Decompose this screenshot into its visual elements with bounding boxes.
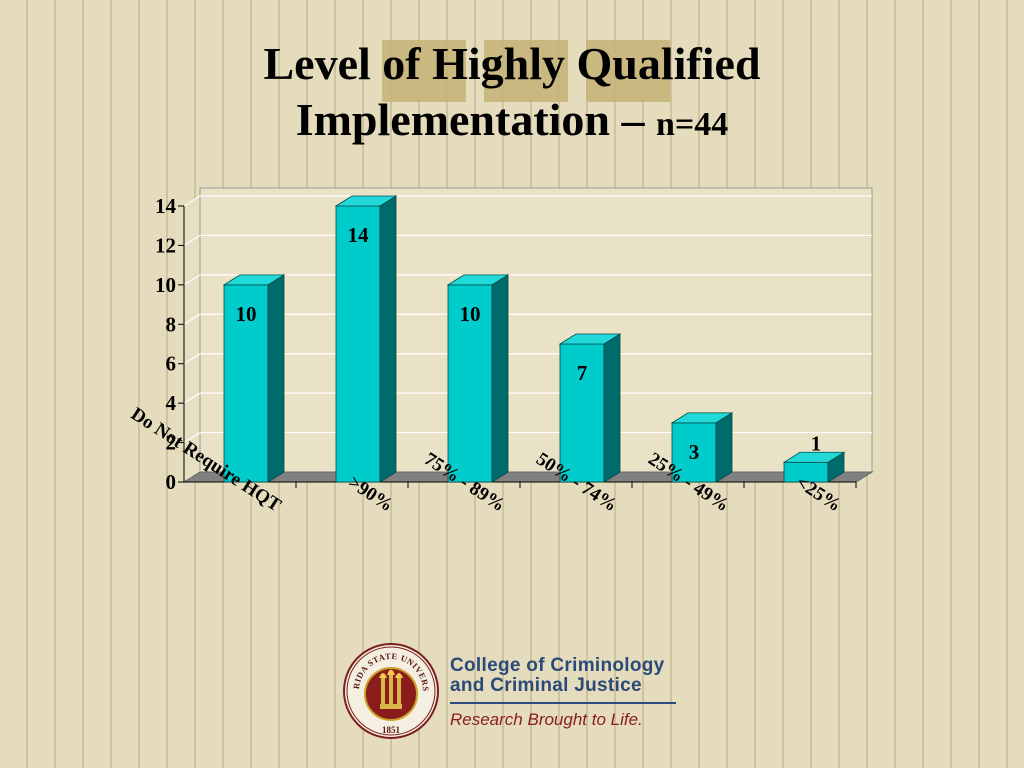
data-label: 10 (236, 302, 257, 326)
chart-floor (182, 471, 874, 483)
data-label: 14 (348, 223, 370, 247)
decorative-block (484, 40, 568, 102)
data-label: 7 (577, 361, 588, 385)
bar-top (558, 333, 622, 345)
y-tick-label: 8 (166, 312, 177, 336)
bar-side (715, 412, 733, 483)
y-tick-label: 14 (155, 194, 177, 218)
title-line2: Implementation – (295, 94, 645, 145)
data-label: 10 (460, 302, 481, 326)
bar (671, 422, 717, 483)
bar (559, 343, 605, 483)
bar (335, 205, 381, 483)
title-line1: Level of Highly Qualified (263, 38, 761, 89)
bar-side (379, 195, 397, 483)
bar-top (446, 274, 510, 286)
y-tick-label: 6 (166, 352, 177, 376)
college-tagline: Research Brought to Life. (450, 710, 643, 729)
y-tick-label: 10 (155, 273, 176, 297)
gridline-side (183, 234, 201, 246)
svg-text:1851: 1851 (382, 725, 401, 735)
y-tick-label: 0 (166, 470, 177, 494)
college-wordmark: College of Criminology and Criminal Just… (450, 656, 700, 730)
bar-side (491, 274, 509, 483)
y-tick-label: 2 (166, 431, 177, 455)
fsu-seal-logo: FLORIDA STATE UNIVERSITY 1851 (342, 642, 439, 739)
gridline-side (183, 392, 201, 404)
gridline-side (183, 353, 201, 365)
wordmark-rule (450, 702, 676, 704)
bar-side (267, 274, 285, 483)
chart-back-wall (199, 187, 873, 473)
college-name-line1: College of Criminology (450, 655, 665, 676)
bar-top (670, 412, 734, 424)
gridline-side (183, 195, 201, 207)
bar-top (782, 451, 846, 463)
y-tick-label: 12 (155, 233, 176, 257)
decorative-block (382, 40, 466, 102)
gridline-side (183, 274, 201, 286)
bar-top (334, 195, 398, 207)
gridline-side (183, 313, 201, 325)
slide-title: Level of Highly Qualified Implementation… (0, 36, 1024, 153)
data-label: 1 (811, 431, 822, 455)
title-sample-size: n=44 (656, 106, 729, 143)
decorative-block (586, 40, 670, 102)
data-label: 3 (689, 440, 700, 464)
bar-top (222, 274, 286, 286)
gridline-side (183, 432, 201, 444)
college-name-line2: and Criminal Justice (450, 675, 642, 696)
y-tick-label: 4 (166, 391, 177, 415)
bar-side (603, 333, 621, 483)
